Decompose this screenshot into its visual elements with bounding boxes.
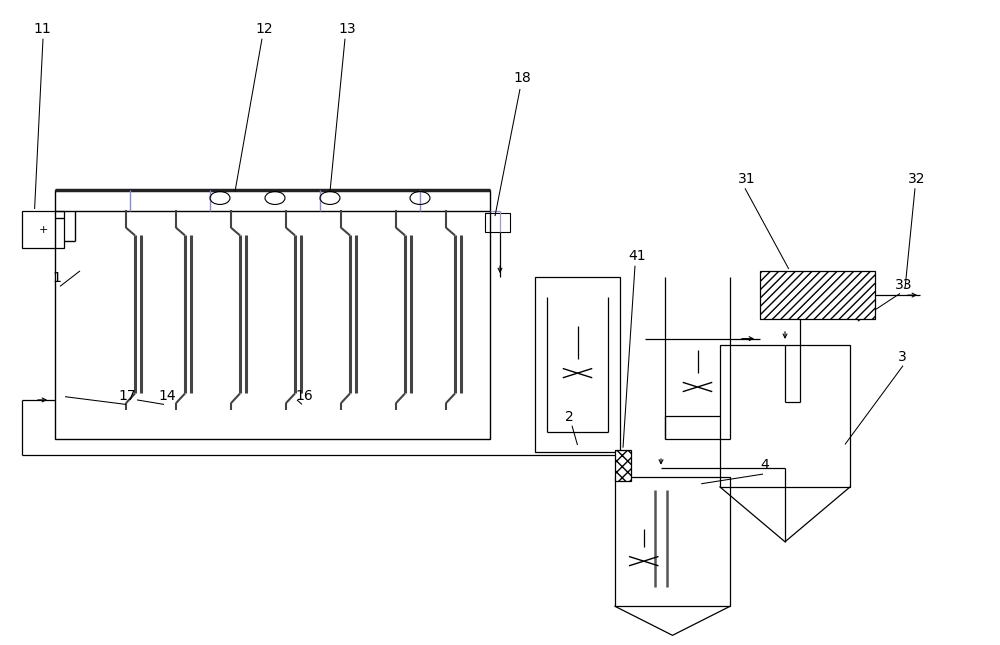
Bar xyxy=(615,477,730,606)
Text: 11: 11 xyxy=(33,22,51,36)
Text: 41: 41 xyxy=(628,249,646,263)
Text: 16: 16 xyxy=(295,389,313,403)
Text: 12: 12 xyxy=(255,22,273,36)
Text: 17: 17 xyxy=(118,389,136,403)
Bar xyxy=(615,450,631,481)
Text: 3: 3 xyxy=(898,350,907,364)
Bar xyxy=(55,190,490,439)
Text: 13: 13 xyxy=(338,22,356,36)
Bar xyxy=(485,213,510,232)
Bar xyxy=(760,271,875,319)
Text: 32: 32 xyxy=(908,172,926,186)
Text: +: + xyxy=(38,224,48,235)
Text: 1: 1 xyxy=(52,271,61,285)
Bar xyxy=(720,345,850,487)
Text: 31: 31 xyxy=(738,172,756,186)
Bar xyxy=(535,277,620,452)
Text: 14: 14 xyxy=(158,389,176,403)
Bar xyxy=(22,211,64,248)
Text: 4: 4 xyxy=(760,458,769,472)
Text: 18: 18 xyxy=(513,71,531,85)
Text: 2: 2 xyxy=(565,410,574,424)
Text: 33: 33 xyxy=(895,277,912,292)
